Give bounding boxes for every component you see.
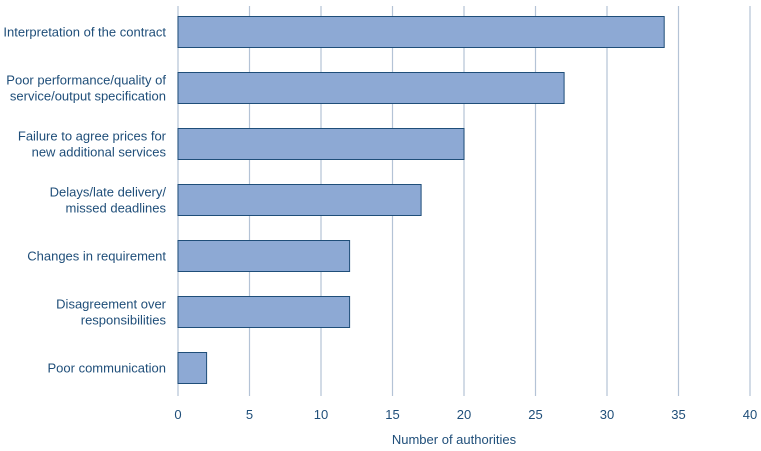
category-label-line: service/output specification	[10, 89, 166, 104]
category-label-line: Failure to agree prices for	[18, 129, 167, 144]
bar-3	[177, 128, 465, 160]
category-label-line: Disagreement over	[56, 297, 166, 312]
x-tick-label: 15	[385, 407, 399, 422]
category-label-line: new additional services	[32, 145, 167, 160]
category-label: Poor communication	[48, 361, 167, 376]
x-tick-label: 35	[671, 407, 685, 422]
category-label: Failure to agree prices for new additiona…	[18, 129, 167, 160]
x-tick-labels: 0 5 10 15 20 25 30 35 40	[174, 407, 757, 422]
category-label-line: Interpretation of the contract	[3, 25, 166, 40]
x-tick-label: 25	[528, 407, 542, 422]
category-label-line: Delays/late delivery/	[50, 185, 167, 200]
bar-4	[177, 184, 422, 216]
category-label-line: responsibilities	[81, 313, 167, 328]
bar-5	[177, 240, 351, 272]
x-tick-label: 0	[174, 407, 181, 422]
category-label-line: Changes in requirement	[27, 249, 166, 264]
grid-layer	[177, 6, 751, 396]
bar-2	[177, 72, 565, 104]
x-tick-label: 40	[743, 407, 757, 422]
category-label-line: Poor performance/quality of	[6, 73, 166, 88]
x-tick-label: 5	[246, 407, 253, 422]
category-label: Interpretation of the contract	[3, 25, 166, 40]
category-label-line: missed deadlines	[66, 201, 167, 216]
category-labels: Interpretation of the contract Poor perfo…	[3, 25, 166, 376]
category-label: Changes in requirement	[27, 249, 166, 264]
category-label-line: Poor communication	[48, 361, 167, 376]
x-tick-label: 30	[600, 407, 614, 422]
x-tick-label: 10	[314, 407, 328, 422]
bar-layer	[177, 16, 665, 384]
category-label: Poor performance/quality of service/outpu…	[6, 73, 166, 104]
category-label: Disagreement over responsibilities	[56, 297, 166, 328]
bar-1	[177, 16, 665, 48]
x-axis-label: Number of authorities	[392, 432, 517, 447]
category-label: Delays/late delivery/missed deadlines	[50, 185, 167, 216]
bar-7	[177, 352, 208, 384]
bar-6	[177, 296, 351, 328]
x-tick-label: 20	[457, 407, 471, 422]
